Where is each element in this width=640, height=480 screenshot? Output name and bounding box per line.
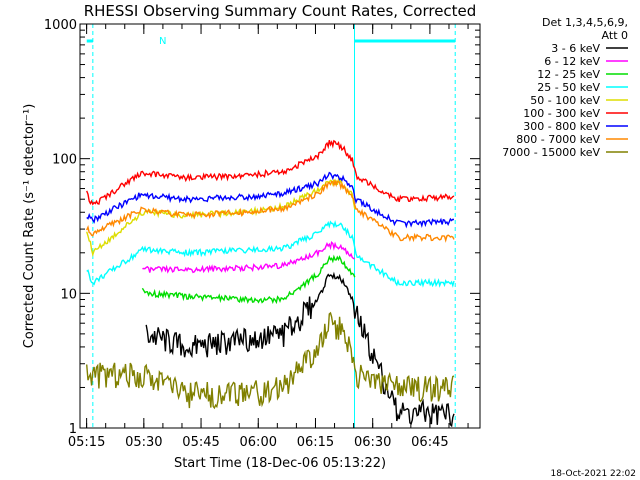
attenuator-label: Att 0	[602, 29, 628, 42]
series-line-4	[86, 219, 455, 288]
plot-frame	[79, 23, 481, 429]
series-line-5	[86, 177, 356, 258]
x-tick-label: 06:00	[240, 435, 277, 450]
x-tick-label: 05:15	[68, 435, 105, 450]
y-tick-label: 1	[69, 422, 77, 437]
chart-title: RHESSI Observing Summary Count Rates, Co…	[84, 2, 477, 20]
legend-label: 3 - 6 keV	[551, 42, 600, 55]
x-axis: 05:15 05:30 05:45 06:00 06:15 06:30 06:45	[68, 24, 469, 450]
footer-timestamp: 18-Oct-2021 22:02	[551, 469, 636, 479]
y-tick-label: 1000	[44, 18, 77, 33]
legend-label: 800 - 7000 keV	[516, 133, 600, 146]
series-line-1	[145, 271, 455, 428]
y-axis-label: Corrected Count Rate (s⁻¹ detector⁻¹)	[22, 104, 37, 349]
series-line-2	[142, 241, 355, 274]
legend-label: 6 - 12 keV	[544, 55, 600, 68]
y-tick-label: 100	[52, 153, 77, 168]
annotation-n: N	[159, 36, 166, 47]
legend-label: 50 - 100 keV	[530, 94, 600, 107]
legend-label: 7000 - 15000 keV	[502, 146, 600, 159]
legend-label: 100 - 300 keV	[523, 107, 600, 120]
series-line-7	[86, 171, 455, 229]
y-axis: 1 10 100 1000	[44, 18, 480, 437]
x-tick-label: 06:15	[297, 435, 334, 450]
data-layer	[86, 24, 456, 428]
x-tick-label: 05:30	[125, 435, 162, 450]
legend-label: 300 - 800 keV	[523, 120, 600, 133]
x-axis-label: Start Time (18-Dec-06 05:13:22)	[174, 456, 386, 471]
legend-label: 25 - 50 keV	[537, 81, 600, 94]
legend-label: 12 - 25 keV	[537, 68, 600, 81]
x-tick-label: 06:30	[354, 435, 391, 450]
x-tick-label: 05:45	[182, 435, 219, 450]
y-tick-label: 10	[60, 287, 77, 302]
series-line-8	[86, 178, 455, 243]
series-line-3	[141, 254, 356, 305]
detector-label: Det 1,3,4,5,6,9,	[542, 16, 628, 29]
series-line-6	[86, 139, 455, 206]
series-line-9	[86, 311, 455, 410]
x-tick-label: 06:45	[411, 435, 448, 450]
